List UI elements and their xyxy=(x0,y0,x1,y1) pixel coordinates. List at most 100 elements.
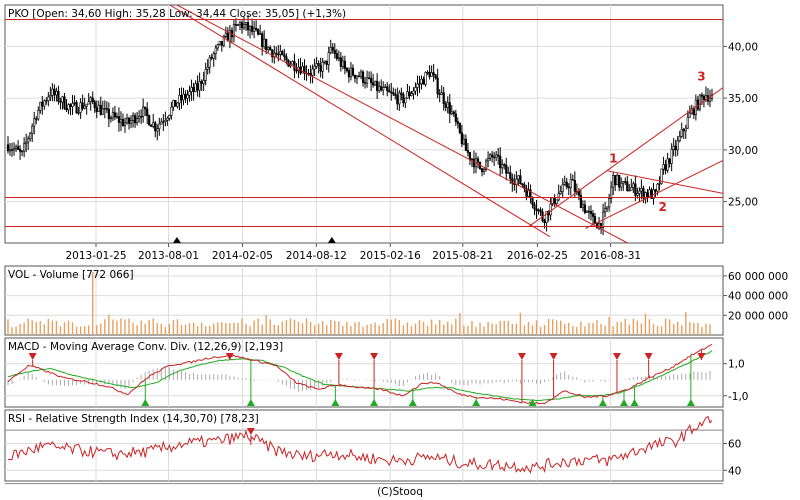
candle-body xyxy=(154,122,157,132)
price-marker-up xyxy=(327,237,336,243)
candle-body xyxy=(416,83,419,88)
candle-body xyxy=(325,60,328,65)
candle-body xyxy=(200,81,203,84)
candle-body xyxy=(131,115,135,121)
rsi-line xyxy=(7,415,713,474)
candle-body xyxy=(662,164,665,170)
candle-body xyxy=(442,92,445,104)
candle-body xyxy=(53,88,56,96)
candle-body xyxy=(553,197,556,205)
price-y-tick-label: 30,00 xyxy=(728,145,758,157)
volume-title: VOL - Volume [772 066] xyxy=(8,269,134,281)
candle-body xyxy=(313,65,316,70)
candle-body xyxy=(658,183,661,185)
candle-body xyxy=(394,93,397,96)
candle-body xyxy=(261,33,264,48)
candle-body xyxy=(430,72,433,77)
candle-body xyxy=(610,186,613,199)
candle-body xyxy=(565,181,568,188)
candle-body xyxy=(349,67,353,78)
candle-body xyxy=(178,94,181,104)
candle-body xyxy=(426,71,429,74)
candle-body xyxy=(595,223,599,229)
candle-body xyxy=(589,211,593,214)
candle-body xyxy=(10,149,14,151)
candle-body xyxy=(626,181,629,191)
candle-body xyxy=(511,178,514,184)
candle-body xyxy=(323,60,326,63)
candle-body xyxy=(31,125,34,134)
candle-body xyxy=(624,181,627,183)
candle-body xyxy=(182,93,185,101)
candle-body xyxy=(252,27,256,32)
candle-body xyxy=(372,82,375,86)
candle-body xyxy=(682,129,685,132)
macd-y-tick-label: -1,0 xyxy=(728,391,749,403)
candle-body xyxy=(484,160,488,170)
candle-body xyxy=(406,91,409,99)
candle-body xyxy=(23,143,26,152)
candle-body xyxy=(672,145,675,150)
trend-line xyxy=(528,87,723,227)
candle-body xyxy=(168,114,171,119)
candle-body xyxy=(275,52,278,55)
candle-body xyxy=(585,210,589,213)
candle-body xyxy=(517,175,520,180)
candle-body xyxy=(700,94,704,97)
candle-body xyxy=(688,112,691,118)
candle-body xyxy=(146,108,149,116)
candle-body xyxy=(436,77,439,95)
candle-body xyxy=(638,190,641,194)
candle-body xyxy=(133,115,137,124)
candle-body xyxy=(99,104,102,115)
x-tick-label: 2016-02-25 xyxy=(507,250,568,262)
candle-body xyxy=(489,154,492,159)
candle-body xyxy=(51,88,54,96)
candle-body xyxy=(458,123,461,133)
trend-line xyxy=(176,5,628,243)
macd-sell-marker xyxy=(644,353,653,360)
volume-y-tick-label: 20 000 000 xyxy=(728,310,788,322)
candle-body xyxy=(79,102,82,113)
candle-body xyxy=(618,174,621,188)
x-tick-label: 2013-08-01 xyxy=(138,250,199,262)
candle-body xyxy=(33,118,36,127)
candle-body xyxy=(6,144,10,152)
candle-body xyxy=(341,60,344,67)
macd-buy-marker xyxy=(528,399,537,406)
candle-body xyxy=(369,77,373,84)
candle-body xyxy=(87,101,90,105)
candle-body xyxy=(315,63,318,67)
candle-body xyxy=(666,158,669,171)
candle-body xyxy=(107,108,110,120)
candle-body xyxy=(281,51,284,56)
candle-body xyxy=(123,122,127,126)
candle-body xyxy=(279,51,282,55)
candle-body xyxy=(555,199,558,205)
candle-body xyxy=(41,101,44,107)
candle-body xyxy=(220,41,223,46)
candle-body xyxy=(674,145,677,151)
candle-body xyxy=(464,138,468,151)
candle-body xyxy=(351,67,355,76)
volume-y-tick-label: 60 000 000 xyxy=(728,271,788,283)
candle-body xyxy=(476,158,480,163)
x-axis: 2013-01-25 2013-08-01 2014-02-05 2014-08-12… xyxy=(65,243,641,262)
candle-body xyxy=(59,101,62,103)
candle-body xyxy=(380,86,383,91)
candle-body xyxy=(367,77,371,80)
candle-body xyxy=(198,81,201,91)
candle-body xyxy=(599,222,603,228)
candle-body xyxy=(446,102,449,108)
candle-body xyxy=(257,29,260,35)
candle-body xyxy=(186,94,189,99)
price-panel: 1 2 3 25,00 30,00 35,00 40,00 PKO [Open: 34,6… xyxy=(4,4,758,244)
candle-body xyxy=(505,164,508,174)
candle-body xyxy=(180,94,183,101)
candle-body xyxy=(236,24,240,26)
candle-body xyxy=(386,86,389,91)
candle-body xyxy=(160,121,163,125)
candle-body xyxy=(410,93,413,97)
candle-body xyxy=(388,90,391,93)
candle-body xyxy=(579,194,582,209)
